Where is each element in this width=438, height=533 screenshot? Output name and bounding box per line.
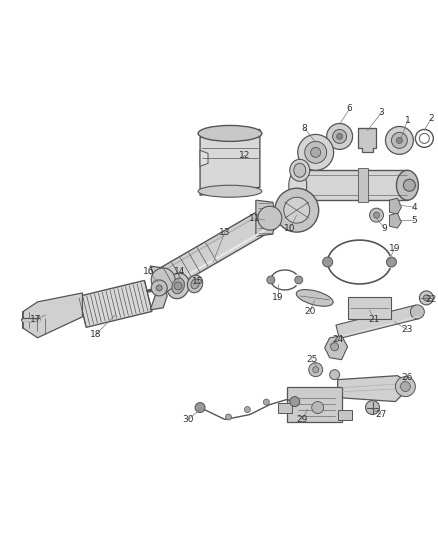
- Circle shape: [284, 197, 310, 223]
- Circle shape: [263, 399, 269, 405]
- Text: 23: 23: [402, 325, 413, 334]
- Circle shape: [313, 367, 319, 373]
- Text: 6: 6: [347, 104, 353, 113]
- Circle shape: [374, 212, 379, 218]
- FancyBboxPatch shape: [348, 297, 392, 319]
- Ellipse shape: [297, 289, 333, 306]
- Ellipse shape: [198, 185, 262, 197]
- Text: 19: 19: [272, 293, 283, 302]
- Polygon shape: [338, 376, 407, 401]
- Circle shape: [396, 377, 415, 397]
- Circle shape: [400, 382, 410, 392]
- Ellipse shape: [151, 268, 175, 292]
- Circle shape: [330, 370, 339, 379]
- Polygon shape: [389, 213, 401, 228]
- Circle shape: [331, 343, 339, 351]
- Polygon shape: [200, 130, 260, 195]
- Text: 15: 15: [192, 278, 204, 286]
- Text: 19: 19: [389, 244, 400, 253]
- Polygon shape: [336, 305, 419, 338]
- Ellipse shape: [191, 279, 199, 289]
- Text: 9: 9: [381, 224, 387, 232]
- Circle shape: [309, 362, 323, 377]
- Ellipse shape: [167, 273, 189, 298]
- Circle shape: [332, 130, 346, 143]
- Polygon shape: [357, 128, 377, 152]
- Text: 4: 4: [412, 203, 417, 212]
- Circle shape: [275, 188, 319, 232]
- Circle shape: [174, 282, 182, 290]
- Ellipse shape: [289, 171, 307, 200]
- Circle shape: [305, 141, 327, 163]
- Polygon shape: [200, 150, 208, 166]
- Ellipse shape: [396, 171, 418, 200]
- FancyBboxPatch shape: [287, 387, 342, 422]
- Text: 17: 17: [30, 316, 41, 324]
- Circle shape: [403, 179, 415, 191]
- Polygon shape: [357, 168, 367, 202]
- Ellipse shape: [258, 206, 282, 230]
- Circle shape: [312, 401, 324, 414]
- Text: 13: 13: [219, 228, 231, 237]
- Text: 30: 30: [182, 415, 194, 424]
- Circle shape: [311, 148, 321, 157]
- Circle shape: [298, 134, 334, 171]
- Text: 5: 5: [412, 216, 417, 224]
- Circle shape: [290, 397, 300, 407]
- Text: 11: 11: [249, 214, 261, 223]
- Circle shape: [385, 126, 413, 155]
- Ellipse shape: [172, 278, 184, 294]
- Circle shape: [410, 305, 424, 319]
- Ellipse shape: [198, 125, 262, 141]
- Text: 1: 1: [405, 116, 410, 125]
- Circle shape: [370, 208, 384, 222]
- Text: 25: 25: [306, 355, 318, 364]
- Circle shape: [267, 276, 275, 284]
- Polygon shape: [79, 280, 152, 327]
- Text: 16: 16: [142, 268, 154, 277]
- Polygon shape: [389, 198, 401, 214]
- Circle shape: [337, 133, 343, 140]
- Text: 29: 29: [296, 415, 307, 424]
- Text: 10: 10: [284, 224, 296, 232]
- FancyBboxPatch shape: [338, 409, 352, 419]
- Circle shape: [151, 280, 167, 296]
- Polygon shape: [256, 200, 276, 236]
- Circle shape: [327, 124, 353, 149]
- Text: 27: 27: [376, 410, 387, 419]
- Circle shape: [156, 285, 162, 291]
- Circle shape: [396, 138, 403, 143]
- Ellipse shape: [294, 163, 306, 177]
- Text: 18: 18: [90, 330, 101, 340]
- Circle shape: [424, 295, 429, 301]
- Ellipse shape: [187, 275, 203, 293]
- Text: 26: 26: [402, 373, 413, 382]
- Polygon shape: [157, 208, 276, 290]
- Polygon shape: [325, 336, 348, 360]
- Circle shape: [295, 276, 303, 284]
- Text: 14: 14: [174, 268, 186, 277]
- Circle shape: [419, 291, 433, 305]
- Polygon shape: [23, 293, 82, 338]
- Text: 12: 12: [239, 151, 251, 160]
- Circle shape: [195, 402, 205, 413]
- Circle shape: [366, 401, 379, 415]
- Circle shape: [392, 132, 407, 148]
- Text: 8: 8: [302, 124, 307, 133]
- Text: 3: 3: [378, 108, 385, 117]
- Text: 24: 24: [332, 335, 343, 344]
- Polygon shape: [298, 171, 407, 200]
- Text: 21: 21: [369, 316, 380, 324]
- Text: 20: 20: [304, 308, 315, 317]
- Text: 2: 2: [428, 114, 434, 123]
- FancyBboxPatch shape: [278, 402, 292, 413]
- Circle shape: [386, 257, 396, 267]
- Ellipse shape: [290, 159, 310, 181]
- Polygon shape: [150, 266, 167, 296]
- Circle shape: [226, 414, 231, 420]
- Circle shape: [323, 257, 332, 267]
- Polygon shape: [150, 280, 167, 310]
- Circle shape: [244, 407, 251, 413]
- Text: 22: 22: [426, 295, 437, 304]
